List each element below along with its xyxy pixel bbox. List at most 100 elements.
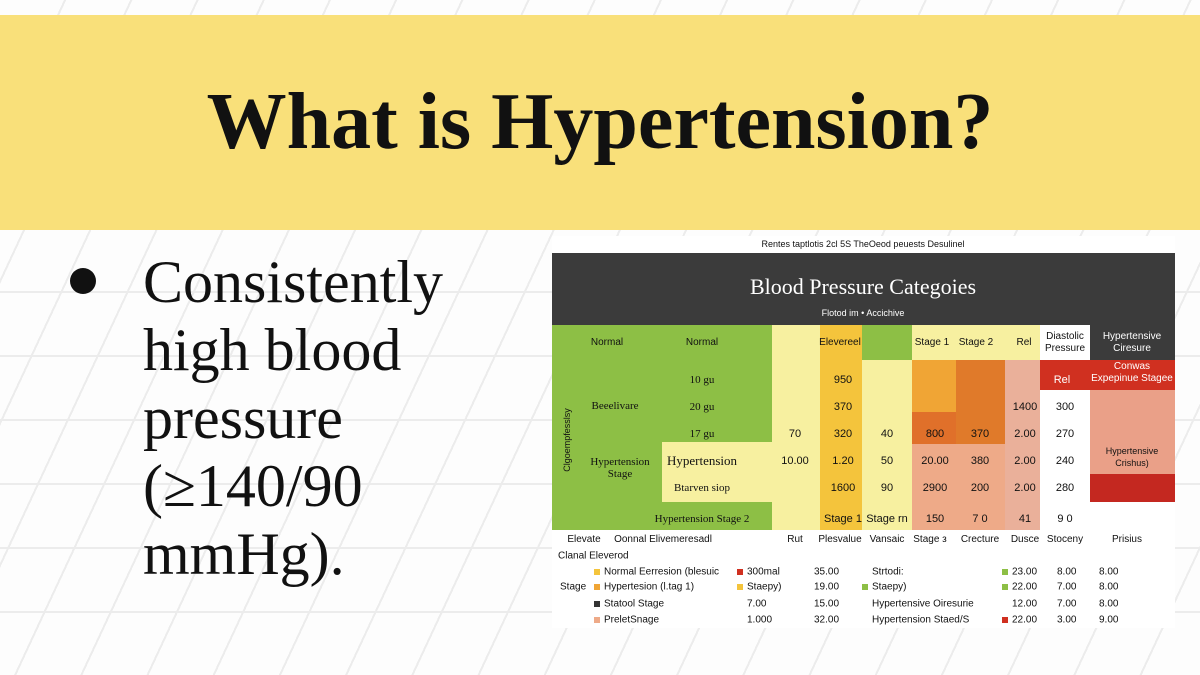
- cell-text: Normal: [685, 337, 719, 348]
- cell-text: Rel: [1016, 337, 1032, 348]
- cell-text: Elevereel: [819, 337, 861, 348]
- cell-text: Hypertensive Crishus): [1105, 446, 1159, 468]
- cell-text: 270: [1055, 428, 1075, 440]
- cell-text: 35.00: [814, 566, 840, 578]
- cell-text: 2900: [922, 482, 948, 494]
- cell-text: 20 gu: [689, 401, 715, 413]
- cell-text: Clanal Eleverod: [558, 550, 629, 562]
- legend-marker: [594, 617, 600, 623]
- cell-bg: [956, 444, 1005, 530]
- cell-text: 8.00: [1057, 566, 1077, 578]
- cell-text: 22.00: [1012, 614, 1038, 626]
- cell-bg: [862, 360, 912, 530]
- bullet-text: Consistently high blood pressure (≥140/9…: [143, 249, 444, 587]
- cell-text: Stage 2: [958, 337, 994, 348]
- cell-text: 22.00: [1012, 581, 1038, 593]
- cell-bg: [772, 325, 820, 360]
- slide-title: What is Hypertension?: [206, 78, 994, 166]
- legend-marker: [594, 601, 600, 607]
- cell-bg: [662, 325, 772, 360]
- cell-text: Crecture: [960, 534, 1000, 545]
- cell-text: 950: [833, 374, 853, 386]
- legend-marker: [737, 584, 743, 590]
- legend-marker: [1002, 569, 1008, 575]
- cell-text: 370: [970, 428, 990, 440]
- cell-bg: [956, 360, 1005, 444]
- cell-text: 300mal: [747, 566, 780, 578]
- cell-text: 9 0: [1057, 513, 1073, 525]
- legend-marker: [594, 569, 600, 575]
- cell-text: 41: [1018, 513, 1032, 525]
- cell-bg: [1005, 360, 1040, 530]
- cell-bg: [956, 325, 1005, 360]
- cell-text: 8.00: [1099, 581, 1119, 593]
- cell-text: Vansaic: [869, 534, 905, 545]
- cell-text: Hypertension Staed/S: [872, 614, 970, 626]
- cell-text: Stage: [560, 581, 587, 593]
- cell-text: Beeelivare: [591, 400, 639, 412]
- legend-marker: [1002, 617, 1008, 623]
- cell-text: 7.00: [747, 598, 767, 610]
- cell-bg: [1090, 325, 1175, 360]
- cell-text: 200: [970, 482, 990, 494]
- cell-text: Staepy): [747, 581, 782, 593]
- cell-text: 2.00: [1014, 482, 1036, 494]
- cell-text: 1.000: [747, 614, 773, 626]
- cell-text: Stoceny: [1046, 534, 1084, 545]
- cell-text: Flotod im • Accichive: [821, 308, 905, 318]
- cell-text: 280: [1055, 482, 1075, 494]
- image-title: Blood Pressure Categoies: [749, 274, 977, 299]
- cell-text: 3.00: [1057, 614, 1077, 626]
- cell-text: 380: [970, 455, 990, 467]
- cell-text: Statool Stage: [604, 598, 665, 610]
- cell-bg: [1040, 325, 1090, 360]
- cell-text: 300: [1055, 401, 1075, 413]
- cell-bg: [1090, 360, 1175, 390]
- cell-text: Rib Moion: [1107, 513, 1157, 525]
- cell-text: 9.00: [1099, 614, 1119, 626]
- cell-text: Stage 1: [824, 513, 862, 525]
- cell-text: 32.00: [814, 614, 840, 626]
- cell-text: 7.00: [1057, 598, 1077, 610]
- cell-text: Rel: [1053, 374, 1071, 386]
- cell-text: Rut: [787, 534, 803, 545]
- cell-text: 90: [880, 482, 894, 494]
- cell-bg: [1090, 390, 1175, 474]
- cell-bg: [552, 325, 662, 360]
- cell-text: 70: [788, 428, 802, 440]
- cell-text: Normal: [590, 337, 624, 348]
- cell-text: 17 gu: [689, 428, 715, 440]
- title-banner: [0, 15, 1200, 230]
- cell-text: Plesvalue: [818, 534, 862, 545]
- cell-text: Staepy): [872, 581, 907, 593]
- cell-text: 320: [833, 428, 853, 440]
- cell-text: Prisius: [1111, 534, 1143, 545]
- cell-text: 150: [925, 513, 945, 525]
- cell-bg: [662, 442, 772, 502]
- cell-text: PreletSnage: [604, 614, 660, 626]
- cell-bg: [1090, 502, 1175, 530]
- cell-bg: [912, 360, 956, 412]
- cell-text: 240: [1055, 455, 1075, 467]
- cell-text: 2.00: [1014, 428, 1036, 440]
- cell-text: Stage з: [913, 534, 947, 545]
- cell-text: 1400: [1012, 401, 1038, 413]
- cell-bg: [912, 412, 956, 444]
- cell-bg: [820, 325, 862, 360]
- cell-text: Diastolic Pressure: [1044, 331, 1085, 354]
- cell-bg: [552, 360, 662, 530]
- bullet-dot: [70, 268, 96, 294]
- cell-text: Btarven siop: [674, 482, 730, 494]
- cell-text: 370: [833, 401, 853, 413]
- cell-text: Hypertensive Ciresure: [1102, 331, 1162, 354]
- cell-text: Stage rn: [866, 513, 908, 525]
- cell-text: Stage 1: [914, 337, 950, 348]
- cell-text: 10 gu: [689, 374, 715, 386]
- cell-bg: [662, 360, 772, 442]
- cell-text: 15.00: [814, 598, 840, 610]
- cell-bg: [1090, 474, 1175, 502]
- legend-marker: [737, 569, 743, 575]
- cell-text: 12.00: [1012, 598, 1038, 610]
- legend-marker: [1002, 584, 1008, 590]
